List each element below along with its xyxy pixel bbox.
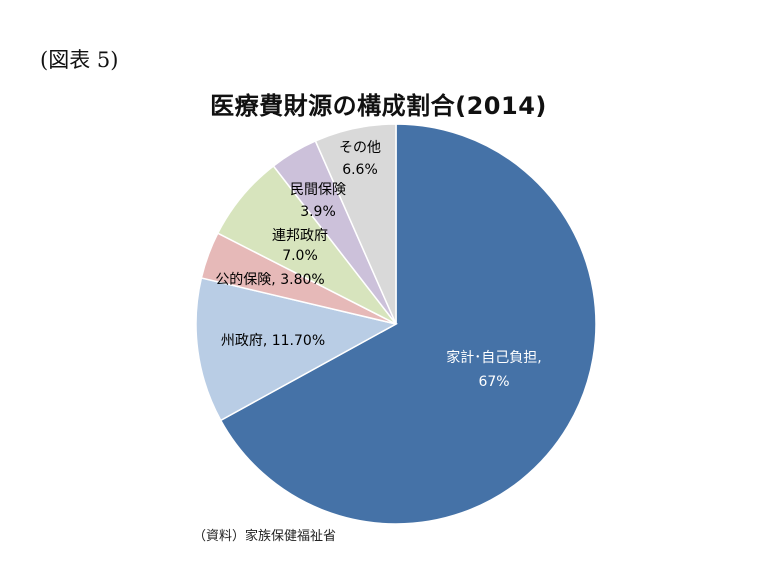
slice-label: 民間保険 3.9% (290, 182, 346, 220)
slice-label: 連邦政府 7.0% (272, 228, 328, 264)
pie-slice (219, 123, 597, 525)
chart-title: 医療費財源の構成割合(2014) (210, 92, 547, 120)
pie-slice (314, 123, 397, 325)
slice-label: 州政府, 11.70% (221, 333, 325, 349)
slice-label: 家計･自己負担, 67% (446, 349, 541, 390)
slice-label: 公的保険, 3.80% (215, 272, 324, 288)
source-note: （資料）家族保健福祉省 (193, 529, 337, 544)
pie-slice (195, 277, 399, 422)
figure-label: (図表 5) (40, 48, 119, 72)
slice-label: その他 6.6% (339, 140, 381, 178)
